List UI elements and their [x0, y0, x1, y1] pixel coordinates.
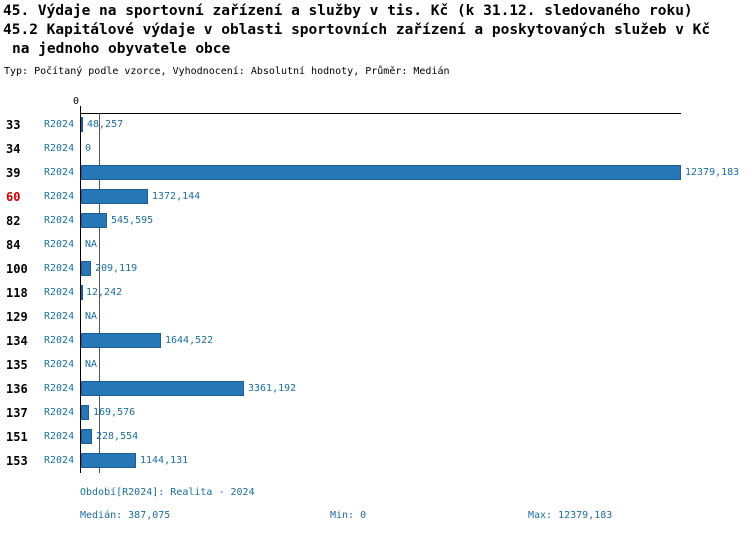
chart-row: 100 R2024 209,119 — [0, 257, 750, 281]
footer-min-label: Min: 0 — [330, 510, 367, 521]
chart-row: 118 R2024 12,242 — [0, 281, 750, 305]
value-bar — [81, 285, 83, 300]
row-period-label: R2024 — [44, 335, 75, 346]
row-value-label: 12,242 — [86, 287, 123, 298]
row-category-label: 151 — [6, 430, 28, 444]
row-period-label: R2024 — [44, 167, 75, 178]
row-category-label: 33 — [6, 118, 21, 132]
value-bar — [81, 453, 136, 468]
axis-zero-tick — [80, 106, 81, 113]
axis-left-line — [80, 113, 81, 473]
value-bar — [81, 165, 681, 180]
row-value-label: NA — [85, 311, 98, 322]
row-period-label: R2024 — [44, 431, 75, 442]
row-period-label: R2024 — [44, 383, 75, 394]
row-category-label: 135 — [6, 358, 28, 372]
footer-max-label: Max: 12379,183 — [528, 510, 613, 521]
row-value-label: 48,257 — [87, 119, 124, 130]
value-bar — [81, 213, 107, 228]
value-bar — [81, 117, 83, 132]
bar-chart-rows: 33 R2024 48,257 34 R2024 0 39 R2024 12379,183 60 R… — [0, 113, 750, 473]
chart-row: 39 R2024 12379,183 — [0, 161, 750, 185]
chart-row: 34 R2024 0 — [0, 137, 750, 161]
row-value-label: 3361,192 — [248, 383, 297, 394]
row-value-label: 169,576 — [93, 407, 136, 418]
row-period-label: R2024 — [44, 287, 75, 298]
row-value-label: 0 — [85, 143, 92, 154]
row-value-label: 1644,522 — [165, 335, 214, 346]
row-value-label: 12379,183 — [685, 167, 740, 178]
row-category-label: 60 — [6, 190, 21, 204]
row-category-label: 82 — [6, 214, 21, 228]
chart-title-line-1: 45. Výdaje na sportovní zařízení a služb… — [3, 3, 693, 19]
row-period-label: R2024 — [44, 263, 75, 274]
value-bar — [81, 261, 91, 276]
row-period-label: R2024 — [44, 455, 75, 466]
chart-row: 151 R2024 228,554 — [0, 425, 750, 449]
chart-row: 33 R2024 48,257 — [0, 113, 750, 137]
row-category-label: 100 — [6, 262, 28, 276]
footer-median-label: Medián: 387,075 — [80, 510, 171, 521]
chart-row: 153 R2024 1144,131 — [0, 449, 750, 473]
value-bar — [81, 405, 89, 420]
row-category-label: 129 — [6, 310, 28, 324]
row-period-label: R2024 — [44, 311, 75, 322]
row-period-label: R2024 — [44, 143, 75, 154]
value-bar — [81, 381, 244, 396]
chart-row: 136 R2024 3361,192 — [0, 377, 750, 401]
row-category-label: 134 — [6, 334, 28, 348]
row-period-label: R2024 — [44, 119, 75, 130]
value-bar — [81, 333, 161, 348]
row-category-label: 153 — [6, 454, 28, 468]
row-period-label: R2024 — [44, 215, 75, 226]
row-period-label: R2024 — [44, 359, 75, 370]
row-category-label: 84 — [6, 238, 21, 252]
row-value-label: NA — [85, 359, 98, 370]
axis-top-line — [80, 113, 681, 114]
footer-period-label: Období[R2024]: Realita - 2024 — [80, 487, 255, 498]
row-category-label: 39 — [6, 166, 21, 180]
row-value-label: 545,595 — [111, 215, 154, 226]
row-category-label: 136 — [6, 382, 28, 396]
chart-row: 60 R2024 1372,144 — [0, 185, 750, 209]
chart-row: 137 R2024 169,576 — [0, 401, 750, 425]
chart-row: 84 R2024 NA — [0, 233, 750, 257]
row-period-label: R2024 — [44, 239, 75, 250]
row-category-label: 118 — [6, 286, 28, 300]
median-reference-line — [99, 113, 100, 473]
axis-zero-label: 0 — [73, 96, 80, 107]
chart-meta-line: Typ: Počítaný podle vzorce, Vyhodnocení:… — [4, 66, 450, 77]
row-value-label: 1372,144 — [152, 191, 201, 202]
value-bar — [81, 429, 92, 444]
row-period-label: R2024 — [44, 191, 75, 202]
row-value-label: 228,554 — [96, 431, 139, 442]
chart-row: 82 R2024 545,595 — [0, 209, 750, 233]
chart-row: 135 R2024 NA — [0, 353, 750, 377]
row-period-label: R2024 — [44, 407, 75, 418]
row-value-label: 209,119 — [95, 263, 138, 274]
row-value-label: NA — [85, 239, 98, 250]
chart-title-line-3: na jednoho obyvatele obce — [12, 41, 231, 57]
chart-row: 134 R2024 1644,522 — [0, 329, 750, 353]
row-category-label: 34 — [6, 142, 21, 156]
value-bar — [81, 189, 148, 204]
chart-row: 129 R2024 NA — [0, 305, 750, 329]
row-category-label: 137 — [6, 406, 28, 420]
row-value-label: 1144,131 — [140, 455, 189, 466]
chart-title-line-2: 45.2 Kapitálové výdaje v oblasti sportov… — [3, 22, 711, 38]
